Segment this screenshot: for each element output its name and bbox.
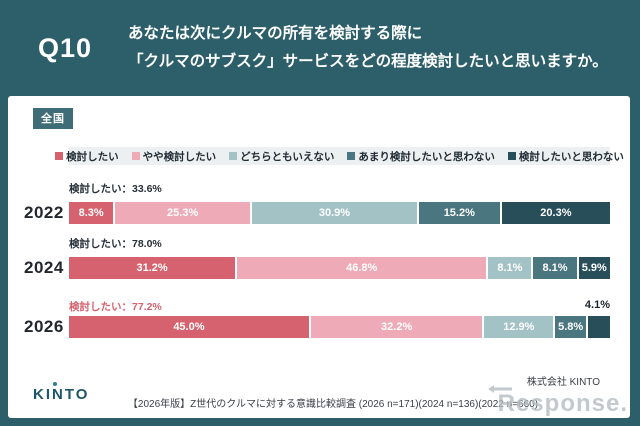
stacked-bar-2022: 8.3% 25.3% 30.9% 15.2% 20.3% [69,202,610,224]
legend-item: 検討したいと思わない [507,149,624,164]
legend-item: 検討したい [55,149,119,164]
question-header: Q10 あなたは次にクルマの所有を検討する際に 「クルマのサブスク」サービスをど… [0,0,640,96]
bar-segment: 20.3% [501,202,610,224]
question-title-line2: 「クルマのサブスク」サービスをどの程度検討したいと思いますか。 [128,53,608,70]
bar-segment: 5.8% [555,316,587,338]
legend-swatch [347,152,356,160]
legend-label: 検討したいと思わない [518,150,624,163]
question-title-line1: あなたは次にクルマの所有を検討する際に [128,25,423,43]
bar-segment: 8.1% [488,257,532,279]
bar-segment: 8.1% [533,257,577,279]
legend-swatch [229,152,238,160]
bar-segment: 30.9% [252,202,417,224]
bar-segment: 46.8% [237,257,487,279]
bar-segment [588,316,610,338]
question-title: あなたは次にクルマの所有を検討する際に 「クルマのサブスク」サービスをどの程度検… [128,20,608,76]
legend-label: あまり検討したいと思わない [358,150,495,163]
bar-segment: 32.2% [310,316,483,338]
stacked-bar-2024: 31.2% 46.8% 8.1% 8.1% 5.9% [69,257,610,279]
bar-segment: 5.9% [578,257,610,279]
year-label-2026: 2026 [24,317,64,336]
outside-value-label: 4.1% [584,299,610,311]
legend-swatch [55,152,64,160]
watermark-arrow-icon [487,385,512,393]
question-number: Q10 [38,32,93,63]
legend-swatch [507,152,516,160]
bar-segment: 31.2% [69,257,236,279]
legend-label: 検討したい [66,150,119,163]
chart-row-2024: 検討したい：78.0% 2024 31.2% 46.8% 8.1% 8.1% 5… [24,236,610,279]
year-label-2024: 2024 [24,258,64,277]
stacked-bar-chart: 検討したい やや検討したい どちらともいえない あまり検討したいと思わない 検討… [24,147,624,338]
legend-item: あまり検討したいと思わない [347,149,495,164]
bar-segment: 8.3% [69,202,114,224]
year-label-2022: 2022 [24,203,64,222]
response-watermark: Response. [487,385,628,418]
company-name: 株式会社 KINTO [526,377,600,388]
bar-segment: 15.2% [418,202,500,224]
bar-segment: 45.0% [69,316,309,338]
legend-label: やや検討したい [142,150,217,163]
legend-swatch [131,152,140,160]
legend-item: どちらともいえない [229,149,334,164]
callout-2026: 検討したい：77.2% [69,301,162,313]
kinto-logo: KINTO [33,382,89,403]
chart-row-2022: 検討したい：33.6% 2022 8.3% 25.3% 30.9% 15.2% … [24,181,610,224]
stacked-bar-2026: 45.0% 32.2% 12.9% 5.8% [69,316,610,338]
legend-label: どちらともいえない [240,150,335,163]
chart-card: 全国 検討したい やや検討したい どちらともいえない あまり検討したいと思わない [8,96,630,418]
region-badge: 全国 [33,108,73,129]
bar-segment: 12.9% [484,316,554,338]
chart-legend: 検討したい やや検討したい どちらともいえない あまり検討したいと思わない 検討… [55,147,624,165]
bar-segment: 25.3% [115,202,251,224]
callout-2024: 検討したい：78.0% [69,238,162,250]
chart-row-2026: 検討したい：77.2% 4.1% 2026 45.0% 32.2% 12.9% … [24,299,610,338]
logo-i-dot [53,382,57,386]
legend-item: やや検討したい [131,149,217,164]
survey-caption: 【2026年版】Z世代のクルマに対する意識比較調査 (2026 n=171)(2… [127,399,539,410]
callout-2022: 検討したい：33.6% [69,183,162,195]
